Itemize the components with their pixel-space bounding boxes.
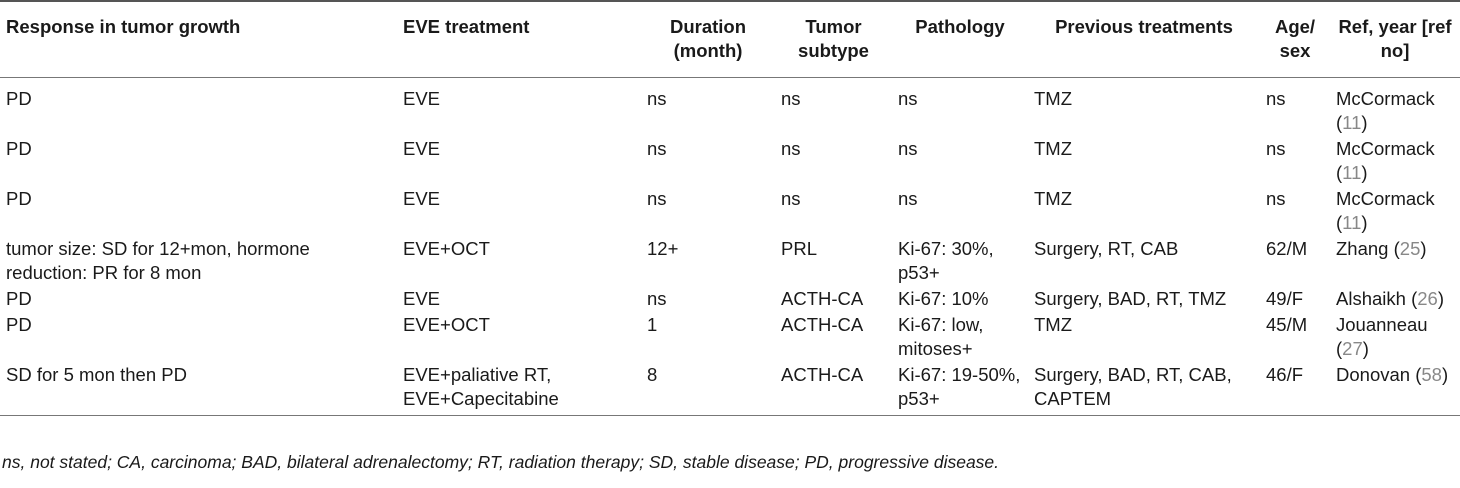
ref-number-link[interactable]: 11	[1342, 212, 1362, 233]
table-body: PD EVE ns ns ns TMZ ns McCormack (11) PD EVE ns ns n…	[0, 78, 1460, 416]
table-footnote: ns, not stated; CA, carcinoma; BAD, bila…	[2, 452, 1000, 472]
cell-agesex: ns	[1266, 138, 1286, 159]
cell-previous: Surgery, BAD, RT, CAB, CAPTEM	[1034, 364, 1232, 409]
cell-treatment: EVE+OCT	[403, 238, 490, 259]
cell-agesex: ns	[1266, 88, 1286, 109]
table-row: PD EVE ns ACTH-CA Ki-67: 10% Surgery, BAD, RT…	[0, 287, 1460, 313]
cell-response: SD for 5 mon then PD	[6, 364, 187, 385]
cell-subtype: ns	[781, 88, 801, 109]
cell-subtype: ns	[781, 188, 801, 209]
cell-previous: TMZ	[1034, 314, 1073, 335]
ref-author: Donovan	[1336, 364, 1411, 385]
header-row: Response in tumor growth EVE treatment D…	[0, 1, 1460, 78]
cell-subtype: PRL	[781, 238, 817, 259]
cell-response: PD	[6, 288, 32, 309]
cell-subtype: ns	[781, 138, 801, 159]
cell-response: tumor size: SD for 12+mon, hormone reduc…	[6, 238, 310, 283]
ref-number-link[interactable]: 58	[1421, 364, 1442, 385]
cell-ref: Alshaikh (26)	[1336, 288, 1444, 309]
cell-pathology: Ki-67: 30%, p53+	[898, 238, 994, 283]
cell-subtype: ACTH-CA	[781, 288, 864, 309]
cell-treatment: EVE+paliative RT, EVE+Capecitabine	[403, 364, 559, 409]
ref-number-link[interactable]: 11	[1342, 112, 1362, 133]
header-previous: Previous treatments	[1055, 16, 1233, 37]
cell-previous: TMZ	[1034, 88, 1073, 109]
ref-number-link[interactable]: 26	[1417, 288, 1438, 309]
ref-author: Alshaikh	[1336, 288, 1406, 309]
cell-duration: 1	[647, 314, 658, 335]
table-header: Response in tumor growth EVE treatment D…	[0, 1, 1460, 78]
cell-ref: McCormack (11)	[1336, 188, 1435, 233]
ref-author: Zhang	[1336, 238, 1389, 259]
table-row: SD for 5 mon then PD EVE+paliative RT, EV…	[0, 363, 1460, 416]
ref-author: McCormack	[1336, 138, 1435, 159]
cell-previous: TMZ	[1034, 188, 1073, 209]
header-pathology: Pathology	[915, 16, 1005, 37]
table-row: tumor size: SD for 12+mon, hormone reduc…	[0, 237, 1460, 287]
table-row: PD EVE+OCT 1 ACTH-CA Ki-67: low, mitoses+ TMZ…	[0, 313, 1460, 363]
cell-pathology: ns	[898, 188, 918, 209]
cell-response: PD	[6, 88, 32, 109]
cell-response: PD	[6, 188, 32, 209]
cell-duration: 12+	[647, 238, 679, 259]
cell-previous: TMZ	[1034, 138, 1073, 159]
ref-number-link[interactable]: 11	[1342, 162, 1362, 183]
header-duration: Duration (month)	[669, 16, 747, 61]
ref-author: McCormack	[1336, 88, 1435, 109]
header-ref: Ref, year [ref no]	[1338, 16, 1452, 61]
cell-treatment: EVE	[403, 288, 441, 309]
cell-pathology: ns	[898, 88, 918, 109]
cell-agesex: 62/M	[1266, 238, 1308, 259]
cell-treatment: EVE	[403, 188, 441, 209]
cell-response: PD	[6, 138, 32, 159]
header-subtype: Tumor subtype	[798, 16, 869, 61]
header-response: Response in tumor growth	[6, 16, 241, 37]
cell-duration: ns	[647, 138, 667, 159]
eve-treatment-table: Response in tumor growth EVE treatment D…	[0, 1, 1460, 416]
cell-ref: Jouanneau (27)	[1336, 314, 1428, 359]
ref-author: McCormack	[1336, 188, 1435, 209]
table-row: PD EVE ns ns ns TMZ ns McCormack (11)	[0, 137, 1460, 187]
cell-agesex: 49/F	[1266, 288, 1304, 309]
header-treatment: EVE treatment	[403, 16, 530, 37]
cell-subtype: ACTH-CA	[781, 314, 864, 335]
table-row: PD EVE ns ns ns TMZ ns McCormack (11)	[0, 78, 1460, 138]
cell-treatment: EVE+OCT	[403, 314, 490, 335]
cell-agesex: 46/F	[1266, 364, 1304, 385]
cell-duration: ns	[647, 288, 667, 309]
cell-response: PD	[6, 314, 32, 335]
cell-duration: 8	[647, 364, 658, 385]
cell-ref: Zhang (25)	[1336, 238, 1427, 259]
cell-duration: ns	[647, 188, 667, 209]
cell-pathology: Ki-67: 19-50%, p53+	[898, 364, 1021, 409]
cell-ref: McCormack (11)	[1336, 88, 1435, 133]
cell-ref: Donovan (58)	[1336, 364, 1449, 385]
cell-pathology: ns	[898, 138, 918, 159]
table-row: PD EVE ns ns ns TMZ ns McCormack (11)	[0, 187, 1460, 237]
cell-pathology: Ki-67: low, mitoses+	[898, 314, 984, 359]
cell-agesex: 45/M	[1266, 314, 1308, 335]
cell-treatment: EVE	[403, 88, 441, 109]
cell-treatment: EVE	[403, 138, 441, 159]
ref-author: Jouanneau	[1336, 314, 1428, 335]
ref-number-link[interactable]: 27	[1342, 338, 1363, 359]
header-agesex: Age/ sex	[1274, 16, 1316, 61]
cell-duration: ns	[647, 88, 667, 109]
cell-ref: McCormack (11)	[1336, 138, 1435, 183]
ref-number-link[interactable]: 25	[1399, 238, 1421, 259]
cell-subtype: ACTH-CA	[781, 364, 864, 385]
cell-previous: Surgery, RT, CAB	[1034, 238, 1179, 259]
cell-pathology: Ki-67: 10%	[898, 288, 989, 309]
cell-agesex: ns	[1266, 188, 1286, 209]
cell-previous: Surgery, BAD, RT, TMZ	[1034, 288, 1227, 309]
